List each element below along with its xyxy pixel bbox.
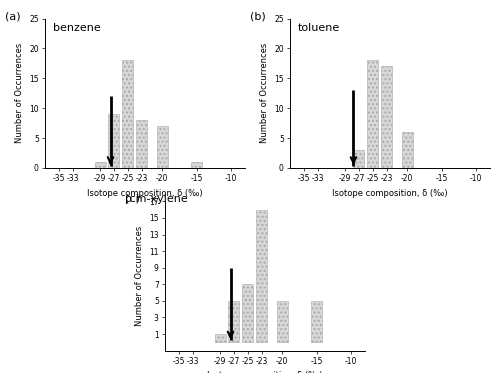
Bar	[354, 150, 364, 168]
Y-axis label: Number of Occurrences: Number of Occurrences	[14, 43, 24, 143]
X-axis label: Isotope composition, δ (‰): Isotope composition, δ (‰)	[87, 189, 203, 198]
X-axis label: Isotope composition, δ (‰): Isotope composition, δ (‰)	[332, 189, 448, 198]
Bar	[402, 132, 413, 168]
Bar	[242, 284, 254, 342]
Text: (b): (b)	[250, 11, 266, 21]
Bar	[311, 301, 322, 342]
Y-axis label: Number of Occurrences: Number of Occurrences	[260, 43, 268, 143]
Bar	[94, 162, 106, 168]
Bar	[108, 114, 120, 168]
Bar	[122, 60, 134, 168]
Bar	[136, 120, 147, 168]
Text: p.m-xylene: p.m-xylene	[125, 194, 188, 204]
Bar	[191, 162, 202, 168]
Bar	[214, 334, 226, 342]
X-axis label: Isotope composition, δ (‰): Isotope composition, δ (‰)	[207, 372, 323, 373]
Bar	[367, 60, 378, 168]
Bar	[276, 301, 288, 342]
Bar	[381, 66, 392, 168]
Bar	[228, 301, 239, 342]
Text: benzene: benzene	[53, 23, 101, 33]
Bar	[156, 126, 168, 168]
Text: (a): (a)	[5, 11, 20, 21]
Y-axis label: Number of Occurrences: Number of Occurrences	[134, 226, 143, 326]
Text: toluene: toluene	[298, 23, 340, 33]
Bar	[256, 210, 267, 342]
Text: (c): (c)	[125, 194, 140, 204]
